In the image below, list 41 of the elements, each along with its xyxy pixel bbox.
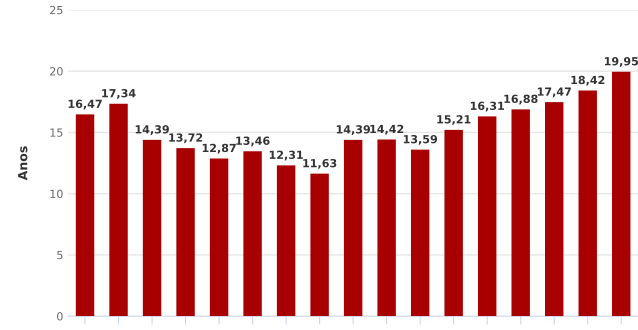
- bar: [310, 174, 329, 316]
- y-tick-label: 5: [57, 251, 62, 260]
- bar: [478, 116, 496, 316]
- data-label: 12,31: [270, 150, 303, 160]
- bar: [444, 130, 463, 316]
- bar: [176, 148, 195, 316]
- data-label: 11,63: [303, 158, 336, 169]
- bar: [142, 140, 162, 316]
- y-tick-label: 15: [50, 128, 62, 137]
- data-label: 13,59: [404, 134, 438, 145]
- bar: [410, 150, 430, 316]
- data-label: 18,42: [571, 76, 604, 86]
- bar: [276, 165, 296, 316]
- data-label: 14,42: [370, 124, 404, 135]
- bar: [545, 102, 564, 316]
- bar: [578, 90, 597, 316]
- data-label: 16,31: [470, 102, 504, 112]
- data-label: 17,47: [538, 88, 571, 98]
- data-label: 14,39: [136, 125, 169, 135]
- data-label: 15,21: [437, 115, 470, 125]
- data-label: 13,72: [169, 133, 202, 144]
- data-label: 12,87: [202, 144, 236, 154]
- data-label: 17,34: [102, 89, 136, 99]
- y-tick-label: 10: [50, 190, 63, 198]
- bar: [76, 114, 94, 316]
- y-tick-label: 0: [57, 312, 63, 321]
- bar: [344, 140, 362, 316]
- data-label: 14,39: [336, 125, 370, 135]
- bar: [377, 140, 396, 316]
- data-label: 19,95: [604, 57, 638, 67]
- bar: [109, 104, 128, 316]
- y-tick-label: 20: [50, 67, 63, 76]
- bar: [612, 72, 630, 316]
- data-label: 16,47: [68, 100, 102, 110]
- bar: [243, 151, 262, 316]
- bar: [511, 109, 530, 316]
- y-tick-label: 25: [50, 6, 62, 14]
- bar: [210, 158, 228, 316]
- y-axis-title: Anos: [18, 146, 28, 180]
- data-label: 16,88: [504, 94, 538, 104]
- data-label: 13,46: [236, 136, 270, 146]
